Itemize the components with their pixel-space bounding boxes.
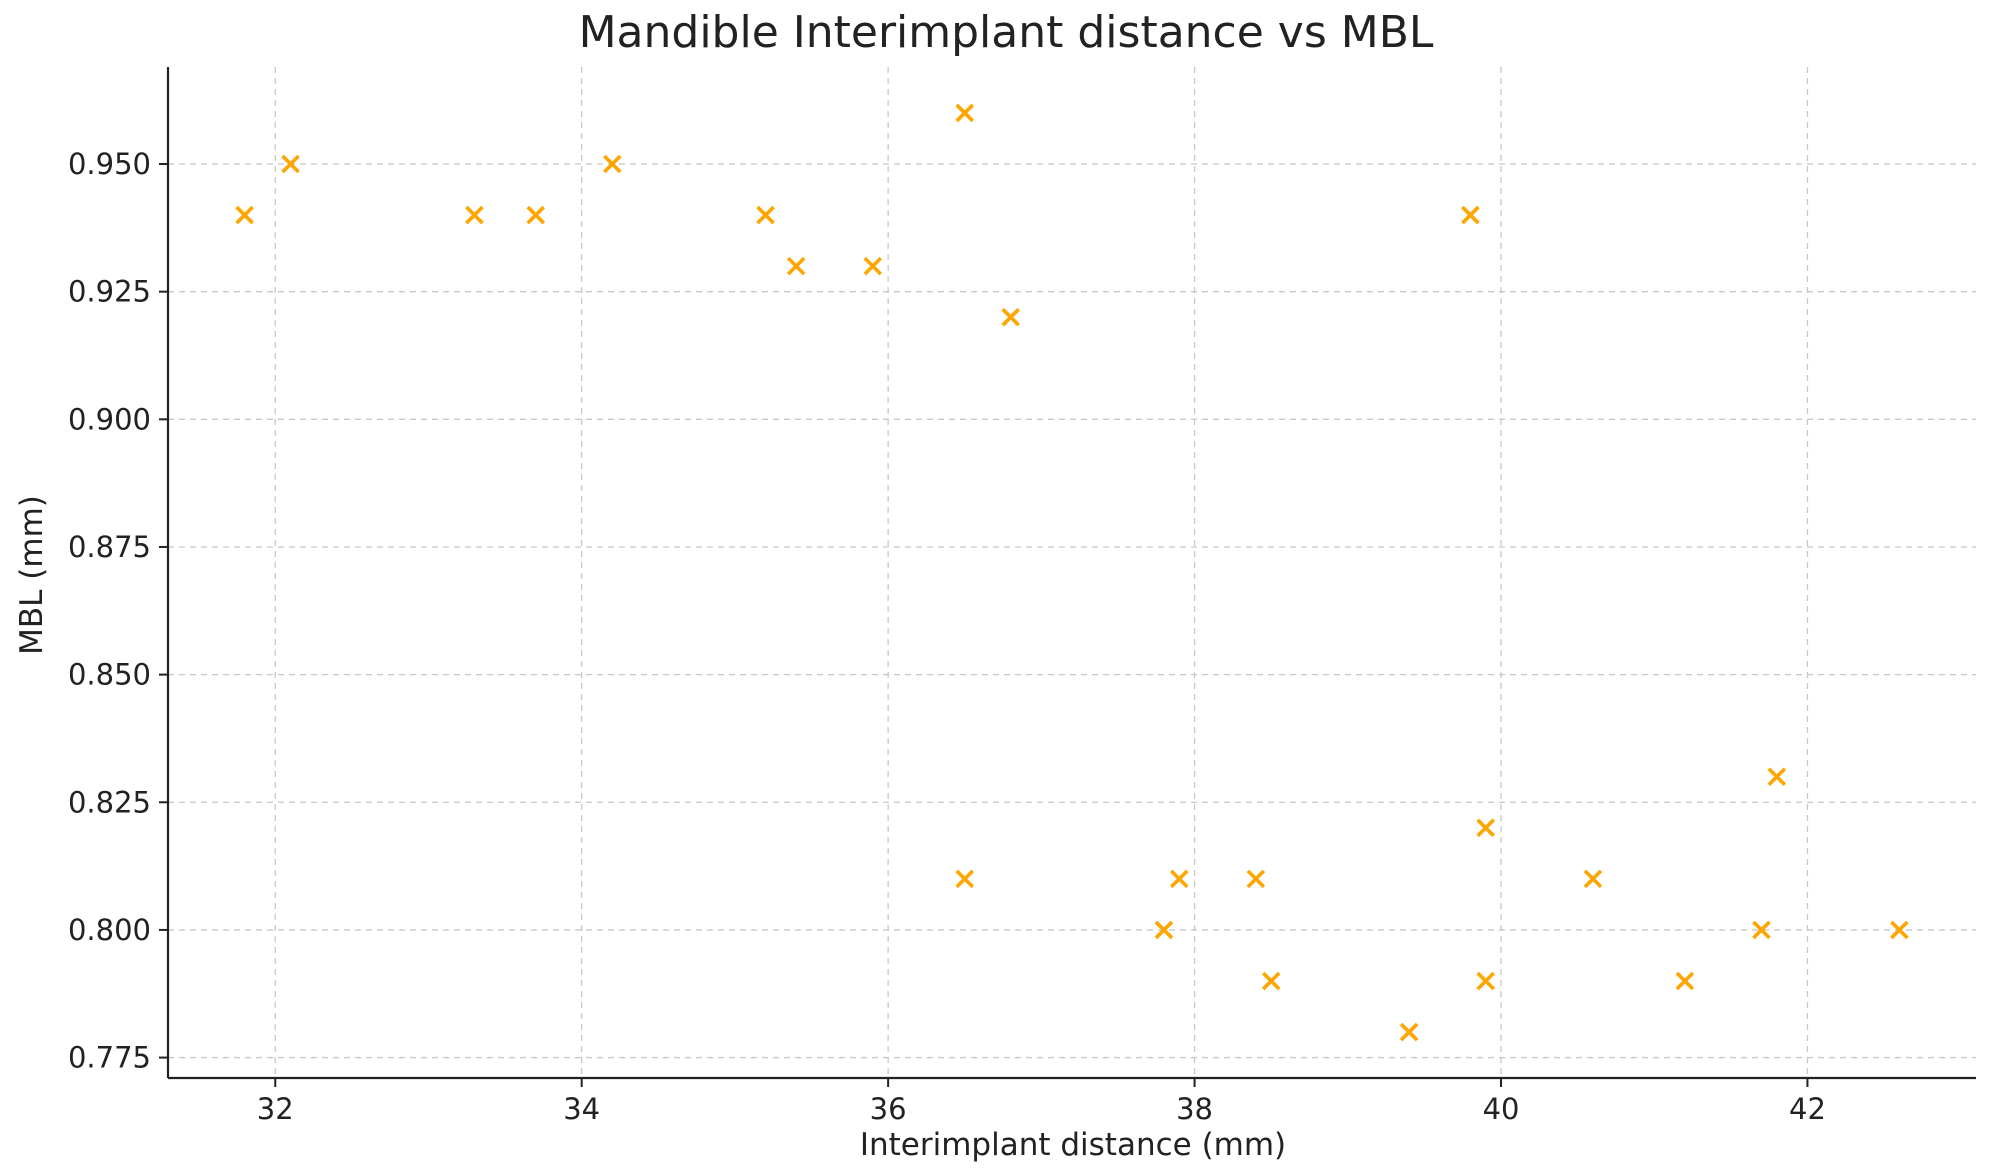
data-point-marker xyxy=(1476,818,1495,838)
chart-title: Mandible Interimplant distance vs MBL xyxy=(579,7,1434,58)
data-point-marker xyxy=(786,256,806,276)
y-tick-label: 0.825 xyxy=(68,785,151,819)
data-point-marker xyxy=(1399,1022,1419,1042)
data-point-marker xyxy=(1675,971,1695,991)
x-tick-label: 32 xyxy=(257,1092,294,1126)
y-tick-label: 0.875 xyxy=(68,530,151,564)
data-point-marker xyxy=(1246,869,1266,889)
x-tick-label: 38 xyxy=(1176,1092,1213,1126)
data-point-marker xyxy=(1154,920,1174,940)
data-points xyxy=(235,103,1909,1042)
y-tick-label: 0.800 xyxy=(68,913,151,947)
data-point-marker xyxy=(235,205,254,225)
y-tick-label: 0.925 xyxy=(68,275,151,309)
data-point-marker xyxy=(281,154,300,174)
data-point-marker xyxy=(1890,920,1909,940)
x-tick-label: 40 xyxy=(1483,1092,1520,1126)
data-point-marker xyxy=(756,205,775,225)
y-tick-label: 0.900 xyxy=(68,402,151,436)
data-point-marker xyxy=(1261,971,1281,991)
x-tick-label: 34 xyxy=(563,1092,600,1126)
data-point-marker xyxy=(1767,767,1787,787)
data-point-marker xyxy=(863,256,883,276)
x-axis-label: Interimplant distance (mm) xyxy=(860,1127,1286,1163)
data-point-marker xyxy=(955,869,975,889)
axes xyxy=(159,67,1976,1087)
y-tick-label: 0.950 xyxy=(68,147,151,181)
data-point-marker xyxy=(1461,205,1480,225)
data-point-marker xyxy=(1752,920,1771,940)
data-point-marker xyxy=(526,205,546,225)
data-point-marker xyxy=(603,154,622,174)
y-tick-label: 0.850 xyxy=(68,658,151,692)
tick-labels: 32 34 36 38 40 42 0.775 0.800 0.825 0.850 0.875 0.9… xyxy=(68,147,1826,1126)
data-point-marker xyxy=(465,205,484,225)
y-tick-label: 0.775 xyxy=(68,1041,151,1075)
data-point-marker xyxy=(1583,869,1603,889)
x-tick-label: 42 xyxy=(1789,1092,1826,1126)
y-axis-label: MBL (mm) xyxy=(14,495,50,655)
data-point-marker xyxy=(1476,971,1495,991)
data-point-marker xyxy=(1169,869,1189,889)
data-point-marker xyxy=(955,103,975,123)
x-tick-label: 36 xyxy=(870,1092,907,1126)
grid-lines xyxy=(168,67,1976,1078)
data-point-marker xyxy=(1001,307,1020,327)
